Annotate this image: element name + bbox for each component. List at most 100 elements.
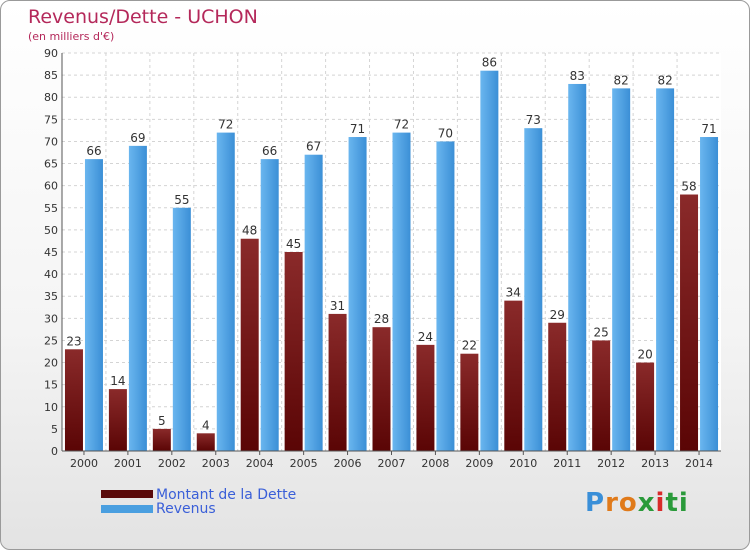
data-label-dette: 29 — [550, 308, 565, 322]
x-tick-label: 2002 — [158, 457, 186, 470]
data-label-dette: 20 — [637, 348, 652, 362]
y-tick-label: 45 — [44, 246, 58, 259]
bar-dette — [64, 349, 83, 451]
data-label-revenus: 71 — [350, 122, 365, 136]
bar-revenus — [700, 137, 719, 451]
legend-swatch-revenus — [101, 505, 153, 513]
bar-dette — [416, 344, 435, 451]
y-tick-label: 50 — [44, 224, 58, 237]
bar-dette — [328, 313, 347, 451]
legend-swatch-dette — [101, 490, 153, 498]
y-tick-label: 35 — [44, 290, 58, 303]
data-label-revenus: 69 — [130, 131, 145, 145]
data-label-revenus: 71 — [701, 122, 716, 136]
bar-dette — [152, 428, 171, 451]
data-label-revenus: 82 — [657, 73, 672, 87]
bar-revenus — [524, 128, 543, 451]
data-label-dette: 14 — [110, 374, 125, 388]
bar-dette — [240, 238, 259, 451]
bar-revenus — [436, 141, 455, 451]
data-label-dette: 23 — [66, 334, 81, 348]
proxiti-logo: Proxiti — [585, 488, 689, 518]
data-label-dette: 22 — [462, 339, 477, 353]
y-tick-label: 60 — [44, 180, 58, 193]
y-tick-label: 15 — [44, 379, 58, 392]
bar-dette — [108, 389, 127, 451]
data-label-dette: 5 — [158, 414, 166, 428]
bar-layer — [64, 70, 719, 451]
y-tick-label: 5 — [51, 423, 58, 436]
bar-revenus — [216, 132, 235, 451]
x-tick-label: 2003 — [202, 457, 230, 470]
logo-letter: o — [618, 488, 638, 518]
bar-dette — [460, 353, 479, 451]
bar-dette — [592, 340, 611, 451]
data-label-dette: 31 — [330, 299, 345, 313]
data-label-dette: 24 — [418, 330, 433, 344]
data-label-revenus: 55 — [174, 193, 189, 207]
y-tick-label: 30 — [44, 312, 58, 325]
y-tick-label: 80 — [44, 91, 58, 104]
x-tick-label: 2001 — [114, 457, 142, 470]
bar-revenus — [656, 88, 675, 451]
data-label-dette: 45 — [286, 237, 301, 251]
bar-dette — [284, 252, 303, 451]
data-label-dette: 48 — [242, 224, 257, 238]
y-tick-label: 40 — [44, 268, 58, 281]
y-tick-label: 20 — [44, 357, 58, 370]
logo-letter: i — [655, 488, 666, 518]
x-tick-label: 2006 — [334, 457, 362, 470]
data-label-revenus: 70 — [438, 126, 453, 140]
data-label-revenus: 66 — [262, 144, 277, 158]
x-tick-label: 2009 — [465, 457, 493, 470]
bar-revenus — [480, 70, 499, 451]
bar-revenus — [84, 159, 103, 451]
legend-label-revenus: Revenus — [156, 501, 216, 517]
data-label-revenus: 83 — [570, 69, 585, 83]
data-label-revenus: 73 — [526, 113, 541, 127]
bar-dette — [196, 433, 215, 451]
x-tick-label: 2000 — [70, 457, 98, 470]
legend-label-dette: Montant de la Dette — [156, 487, 297, 503]
x-tick-label: 2007 — [378, 457, 406, 470]
bar-revenus — [304, 154, 323, 451]
data-label-dette: 34 — [506, 286, 521, 300]
bar-dette — [548, 322, 567, 451]
grid-layer — [62, 52, 721, 452]
chart-subtitle: (en milliers d'€) — [28, 30, 115, 43]
y-tick-label: 75 — [44, 113, 58, 126]
data-label-revenus: 72 — [218, 118, 233, 132]
y-tick-label: 90 — [44, 47, 58, 60]
bar-revenus — [612, 88, 631, 451]
axis-layer: 0510152025303540455055606570758085902000… — [44, 47, 721, 470]
x-tick-label: 2012 — [597, 457, 625, 470]
y-tick-label: 25 — [44, 334, 58, 347]
bar-revenus — [260, 159, 279, 451]
x-tick-label: 2004 — [246, 457, 274, 470]
bar-revenus — [172, 207, 191, 451]
chart-title: Revenus/Dette - UCHON — [28, 6, 258, 28]
y-tick-label: 70 — [44, 135, 58, 148]
x-tick-label: 2013 — [641, 457, 669, 470]
data-label-revenus: 86 — [482, 56, 497, 70]
data-label-revenus: 66 — [86, 144, 101, 158]
x-tick-label: 2008 — [421, 457, 449, 470]
y-tick-label: 65 — [44, 158, 58, 171]
logo-letter: r — [605, 488, 619, 518]
x-tick-label: 2011 — [553, 457, 581, 470]
x-tick-label: 2010 — [509, 457, 537, 470]
data-label-dette: 28 — [374, 312, 389, 326]
y-tick-label: 0 — [51, 445, 58, 458]
y-tick-label: 10 — [44, 401, 58, 414]
logo-letter: i — [678, 488, 689, 518]
logo-letter: x — [637, 488, 656, 518]
data-label-revenus: 72 — [394, 118, 409, 132]
data-label-revenus: 82 — [614, 73, 629, 87]
data-label-dette: 25 — [594, 325, 609, 339]
label-layer: 2366146955547248664567317128722470228634… — [66, 56, 716, 433]
logo-letter: t — [665, 488, 679, 518]
bar-revenus — [392, 132, 411, 451]
x-tick-label: 2005 — [290, 457, 318, 470]
